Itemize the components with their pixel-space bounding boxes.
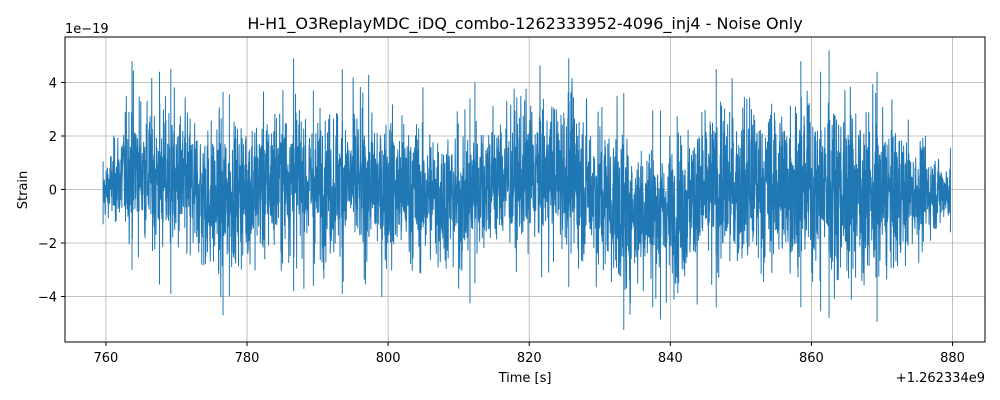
y-axis: −4 −2 0 2 4	[38, 76, 65, 306]
x-axis-label: Time [s]	[498, 371, 552, 386]
y-scale-label: 1e−19	[65, 22, 109, 37]
x-axis: 760 780 800 820 840 860 880	[94, 342, 965, 366]
x-tick-label: 780	[235, 351, 260, 366]
y-tick-label: −2	[38, 237, 57, 252]
y-axis-label: Strain	[16, 171, 31, 210]
y-tick-label: −4	[38, 291, 57, 306]
x-tick-label: 800	[376, 351, 401, 366]
x-tick-label: 840	[658, 351, 683, 366]
x-tick-label: 760	[94, 351, 119, 366]
y-tick-label: 4	[49, 76, 57, 91]
x-offset-label: +1.262334e9	[896, 371, 985, 386]
x-tick-label: 860	[799, 351, 824, 366]
chart-title: H-H1_O3ReplayMDC_iDQ_combo-1262333952-40…	[247, 14, 802, 34]
strain-line	[102, 65, 951, 315]
y-tick-label: 0	[49, 184, 57, 199]
x-tick-label: 820	[517, 351, 542, 366]
x-tick-label: 880	[940, 351, 965, 366]
y-tick-label: 2	[49, 130, 57, 145]
strain-series	[102, 50, 951, 330]
